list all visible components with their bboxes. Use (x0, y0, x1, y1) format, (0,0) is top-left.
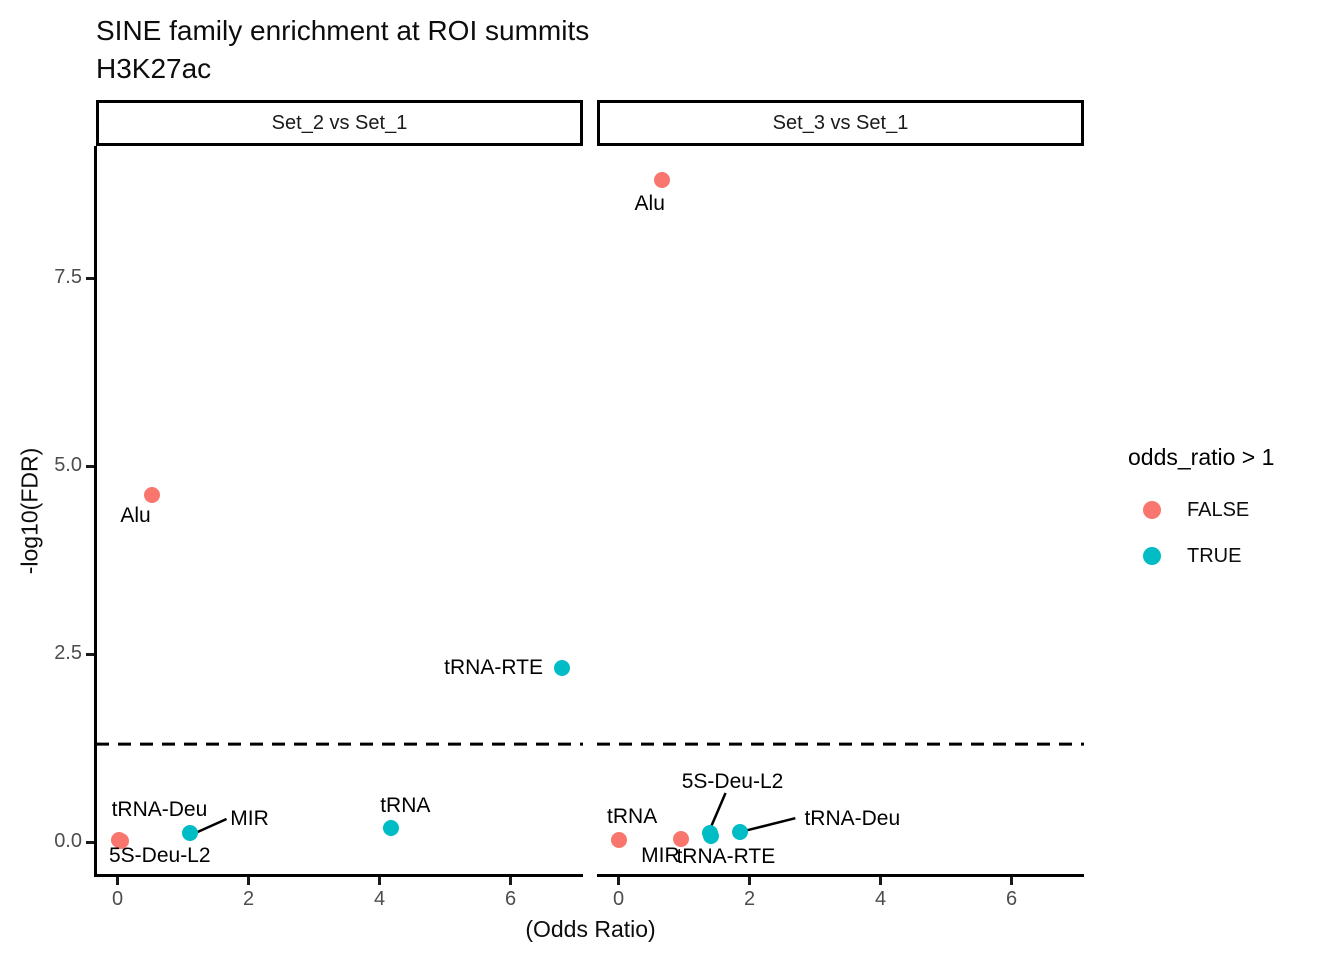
x-tick-label: 0 (612, 888, 625, 910)
facet-panel: Alu tRNA-Deu 5S-Deu-L2 MIR tRNA tRNA-RTE (96, 146, 583, 874)
point-mir (181, 824, 198, 841)
y-tick-label: 0.0 (54, 830, 82, 852)
point-mir (673, 830, 690, 847)
point-trna-rte (553, 660, 570, 677)
point-label-trna: tRNA (380, 793, 431, 817)
legend-title: odds_ratio > 1 (1128, 444, 1275, 470)
point-trna (611, 831, 628, 848)
y-tick (86, 276, 94, 280)
point-trna (383, 819, 400, 836)
point-label-trna: tRNA (607, 804, 658, 828)
facet-strip-label: Set_3 vs Set_1 (772, 111, 909, 134)
facet-panel: Alu tRNA MIR 5S-Deu-L2 tRNA-RTE tRNA-Deu (597, 146, 1084, 874)
legend-true-dot-icon (1143, 547, 1161, 565)
legend-false-dot-icon (1143, 501, 1161, 519)
x-tick-label: 2 (242, 888, 255, 910)
x-axis-title: (Odds Ratio) (525, 916, 656, 942)
x-tick-label: 4 (373, 888, 386, 910)
facet-strip: Set_3 vs Set_1 (597, 100, 1084, 146)
facet-strip-label: Set_2 vs Set_1 (271, 111, 408, 134)
chart-subtitle: H3K27ac (96, 53, 212, 84)
legend-true-label: TRUE (1187, 544, 1242, 567)
point-label-alu: Alu (120, 504, 151, 528)
point-label-alu: Alu (634, 192, 665, 216)
point-alu (143, 487, 160, 504)
x-tick (509, 877, 512, 885)
x-tick (1010, 877, 1013, 885)
y-tick-label: 7.5 (54, 266, 82, 288)
legend-item-true: TRUE (1143, 544, 1241, 568)
x-axis-line (96, 874, 583, 877)
panel-lines (597, 742, 1084, 832)
y-tick-label: 2.5 (54, 642, 82, 664)
facet-strip: Set_2 vs Set_1 (96, 100, 583, 146)
y-tick (86, 840, 94, 844)
x-tick-label: 0 (111, 888, 124, 910)
point-label-5s-deu-l2: 5S-Deu-L2 (108, 844, 211, 868)
legend-item-false: FALSE (1143, 498, 1249, 522)
leader-line-trna-deu (747, 817, 796, 832)
point-5s-deu-l2 (112, 833, 129, 850)
point-trna-rte (702, 827, 719, 844)
x-tick (879, 877, 882, 885)
point-label-5s-deu-l2: 5S-Deu-L2 (681, 769, 784, 793)
point-label-trna-deu: tRNA-Deu (111, 798, 208, 822)
x-tick (748, 877, 751, 885)
x-tick (116, 877, 119, 885)
y-tick (86, 652, 94, 656)
x-tick-label: 6 (504, 888, 517, 910)
panel-lines (96, 742, 583, 834)
legend-false-label: FALSE (1187, 498, 1250, 521)
point-label-trna-rte: tRNA-RTE (676, 844, 776, 868)
point-trna-deu (732, 824, 749, 841)
x-tick (378, 877, 381, 885)
y-axis-line (94, 146, 97, 877)
point-label-mir: MIR (230, 806, 269, 830)
y-tick-label: 5.0 (54, 454, 82, 476)
point-label-mir: MIR (641, 843, 680, 867)
x-axis-line (597, 874, 1084, 877)
x-tick-label: 2 (743, 888, 756, 910)
x-tick-label: 6 (1005, 888, 1018, 910)
point-label-trna-rte: tRNA-RTE (444, 656, 543, 680)
point-alu (653, 172, 670, 189)
chart-title: SINE family enrichment at ROI summits (96, 15, 590, 46)
x-tick (617, 877, 620, 885)
x-tick (247, 877, 250, 885)
point-label-trna-deu: tRNA-Deu (804, 807, 901, 831)
y-tick (86, 464, 94, 468)
x-tick-label: 4 (874, 888, 887, 910)
leader-line-mir (197, 817, 228, 834)
leader-line-5s-deu-l2 (709, 792, 727, 829)
